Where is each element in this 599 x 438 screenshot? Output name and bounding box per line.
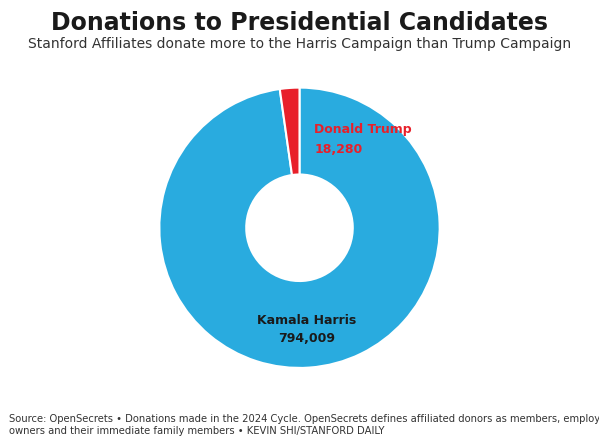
Text: Donald Trump: Donald Trump [314, 124, 412, 136]
Text: Kamala Harris: Kamala Harris [257, 314, 356, 326]
Text: Donations to Presidential Candidates: Donations to Presidential Candidates [51, 11, 548, 35]
Wedge shape [159, 88, 440, 368]
Wedge shape [280, 88, 300, 175]
Text: Source: OpenSecrets • Donations made in the 2024 Cycle. OpenSecrets defines affi: Source: OpenSecrets • Donations made in … [9, 414, 599, 436]
Text: 18,280: 18,280 [314, 143, 362, 156]
Text: 794,009: 794,009 [278, 332, 335, 345]
Text: Stanford Affiliates donate more to the Harris Campaign than Trump Campaign: Stanford Affiliates donate more to the H… [28, 37, 571, 51]
Circle shape [246, 174, 353, 281]
